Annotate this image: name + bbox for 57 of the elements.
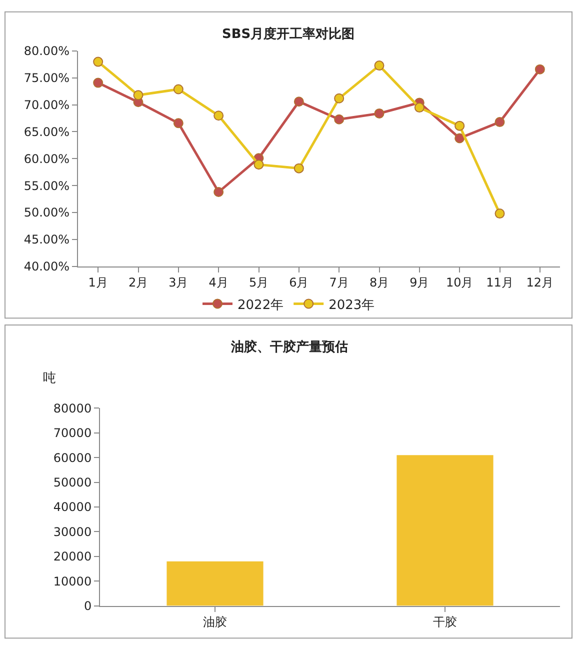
- point: [414, 102, 424, 113]
- y-tick-label: 70.00%: [24, 98, 70, 112]
- x-tick-label: 11月: [486, 276, 514, 290]
- x-tick-label: 1月: [88, 276, 108, 290]
- y-tick-label: 0: [84, 598, 92, 613]
- point: [334, 93, 344, 104]
- point: [93, 56, 104, 67]
- point: [133, 90, 144, 100]
- y-tick-label: 30000: [53, 524, 92, 539]
- y-tick-label: 75.00%: [24, 71, 70, 86]
- point: [374, 60, 384, 71]
- x-tick-label: 6月: [289, 276, 309, 290]
- point: [294, 163, 304, 174]
- y-tick-label: 50.00%: [24, 206, 70, 220]
- y-tick-label: 20000: [53, 550, 92, 564]
- x-tick-label: 5月: [248, 276, 269, 290]
- y-tick-label: 65.00%: [24, 124, 70, 139]
- point: [494, 208, 505, 219]
- point: [214, 110, 224, 121]
- legend-label: 2022年: [238, 298, 284, 313]
- y-tick-label: 80000: [53, 401, 92, 416]
- y-tick-label: 40000: [53, 500, 92, 514]
- point: [374, 108, 384, 118]
- y-tick-label: 40.00%: [24, 259, 70, 274]
- point: [534, 64, 545, 74]
- point: [254, 160, 264, 170]
- y-axis-title: 吨: [43, 371, 56, 386]
- y-tick-label: 70000: [53, 426, 92, 440]
- point: [334, 114, 344, 124]
- x-tick-label: 干胶: [433, 615, 457, 630]
- point: [214, 187, 224, 198]
- legend-label: 2023年: [328, 298, 375, 313]
- chart-title: SBS月度开工率对比图: [222, 26, 355, 42]
- point: [494, 117, 505, 128]
- x-tick-label: 9月: [410, 276, 430, 290]
- point: [173, 118, 184, 128]
- x-tick-label: 油胶: [203, 615, 227, 630]
- point: [173, 84, 184, 94]
- x-tick-label: 8月: [369, 276, 390, 290]
- chart-title: 油胶、干胶产量预估: [230, 339, 348, 355]
- y-tick-label: 55.00%: [24, 178, 70, 193]
- point: [454, 120, 465, 131]
- point: [454, 133, 465, 144]
- x-tick-label: 3月: [168, 276, 188, 290]
- y-tick-label: 60.00%: [24, 152, 70, 166]
- x-tick-label: 10月: [446, 276, 474, 290]
- y-tick-label: 60000: [53, 450, 92, 465]
- x-tick-label: 2月: [128, 276, 148, 290]
- y-tick-label: 80.00%: [24, 44, 70, 58]
- x-tick-label: 7月: [329, 276, 349, 290]
- y-tick-label: 10000: [53, 574, 92, 588]
- x-tick-label: 4月: [208, 276, 228, 290]
- x-tick-label: 12月: [526, 276, 554, 290]
- y-tick-label: 50000: [53, 475, 92, 490]
- y-tick-label: 45.00%: [24, 232, 70, 247]
- point: [93, 78, 104, 88]
- point: [294, 96, 304, 107]
